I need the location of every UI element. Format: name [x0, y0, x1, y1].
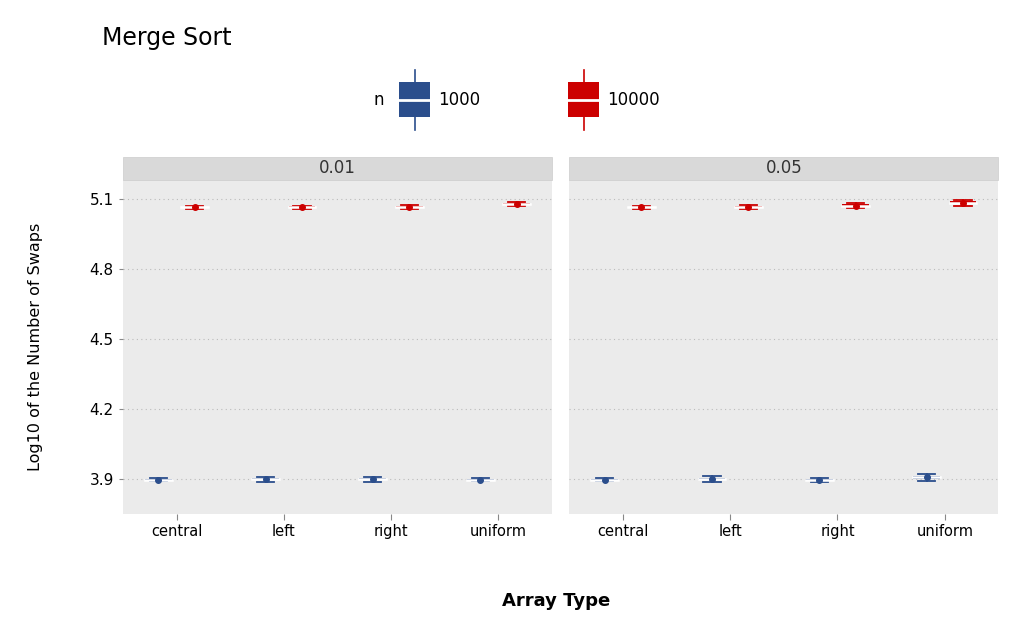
Text: 10000: 10000 [607, 91, 659, 109]
Bar [289, 206, 315, 208]
Bar [467, 479, 494, 480]
Bar [843, 204, 869, 206]
Bar [144, 479, 172, 480]
Text: 1000: 1000 [438, 91, 480, 109]
Bar [252, 478, 279, 480]
Bar [735, 206, 762, 208]
Bar [628, 206, 654, 208]
Bar [591, 479, 618, 480]
Text: Merge Sort: Merge Sort [102, 26, 232, 50]
Bar [806, 478, 833, 480]
Text: 0.05: 0.05 [765, 159, 802, 177]
Bar [396, 206, 423, 208]
Bar [359, 478, 386, 480]
Text: n: n [374, 91, 384, 109]
Text: Log10 of the Number of Swaps: Log10 of the Number of Swaps [29, 223, 43, 471]
FancyBboxPatch shape [569, 157, 998, 180]
Bar [181, 206, 208, 208]
Bar [949, 201, 977, 204]
Text: 0.01: 0.01 [319, 159, 356, 177]
Bar [698, 478, 725, 480]
FancyBboxPatch shape [123, 157, 552, 180]
Bar [503, 203, 530, 205]
Text: Array Type: Array Type [502, 592, 610, 610]
Bar [913, 476, 940, 479]
